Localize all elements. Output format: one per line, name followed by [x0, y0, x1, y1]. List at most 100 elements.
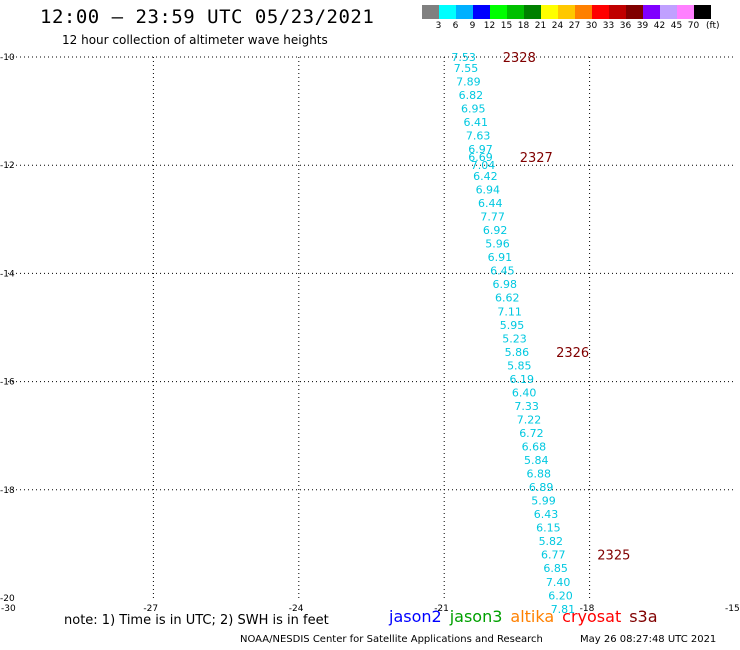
swh-value-label: 7.89 — [456, 75, 481, 88]
colorbar-tick-label: 3 — [435, 21, 442, 31]
colorbar-tick-label: 45 — [670, 21, 683, 31]
colorbar-tick-label: 12 — [483, 21, 496, 31]
time-label: 2326 — [556, 346, 589, 361]
swh-value-label: 6.68 — [522, 441, 547, 454]
y-tick-label: -20 — [0, 594, 15, 604]
swh-value-label: 7.55 — [454, 62, 479, 75]
swh-value-label: 6.98 — [493, 278, 518, 291]
swh-value-label: 6.44 — [478, 197, 503, 210]
colorbar — [422, 5, 711, 19]
swh-value-label: 6.97 — [468, 143, 493, 156]
satellite-legend: jason2 jason3 altika cryosat s3a — [389, 607, 666, 626]
swh-value-label: 6.45 — [490, 265, 515, 278]
note-text: note: 1) Time is in UTC; 2) SWH is in fe… — [64, 613, 329, 628]
colorbar-unit: (ft) — [706, 21, 720, 31]
chart-subtitle: 12 hour collection of altimeter wave hei… — [62, 33, 328, 47]
x-tick-label: -18 — [580, 604, 595, 614]
colorbar-swatch — [575, 5, 592, 19]
swh-value-label: 6.92 — [483, 224, 508, 237]
colorbar-tick-label: 42 — [653, 21, 666, 31]
swh-value-label: 6.94 — [476, 184, 501, 197]
colorbar-tick-label: 9 — [469, 21, 476, 31]
swh-value-label: 6.85 — [543, 562, 568, 575]
time-label: 2328 — [503, 51, 536, 66]
swh-value-label: 6.15 — [536, 522, 561, 535]
colorbar-swatch — [422, 5, 439, 19]
y-tick-label: -12 — [0, 161, 15, 171]
colorbar-swatch — [660, 5, 677, 19]
swh-value-label: 7.63 — [466, 129, 491, 142]
footer-timestamp: May 26 08:27:48 UTC 2021 — [580, 634, 717, 645]
x-tick-label: -21 — [434, 604, 449, 614]
swh-value-label: 5.84 — [524, 454, 549, 467]
colorbar-tick-label: 15 — [500, 21, 513, 31]
colorbar-tick-label: 6 — [452, 21, 459, 31]
colorbar-tick-label: 24 — [551, 21, 564, 31]
swh-value-label: 6.20 — [548, 589, 573, 602]
swh-value-label: 5.99 — [531, 495, 556, 508]
swh-value-label: 6.72 — [519, 427, 544, 440]
colorbar-swatch — [524, 5, 541, 19]
colorbar-swatch — [626, 5, 643, 19]
x-tick-label: -30 — [1, 604, 16, 614]
swh-value-label: 7.53 — [451, 51, 476, 64]
colorbar-labels: 3 6 9 12 15 18 21 24 27 30 33 36 39 42 45 70 — [422, 21, 702, 31]
time-label: 2327 — [520, 151, 553, 166]
swh-value-label: 7.77 — [480, 211, 505, 224]
colorbar-tick-label: 21 — [534, 21, 547, 31]
colorbar-tick-label: 18 — [517, 21, 530, 31]
swh-value-label: 5.95 — [500, 319, 525, 332]
legend-entry-jason2: jason2 — [389, 607, 442, 626]
colorbar-swatch — [456, 5, 473, 19]
colorbar-swatch — [473, 5, 490, 19]
colorbar-swatch — [541, 5, 558, 19]
time-label: 2325 — [597, 549, 630, 564]
swh-value-label: 6.95 — [461, 102, 486, 115]
colorbar-tick-label: 70 — [687, 21, 700, 31]
colorbar-tick-label: 30 — [585, 21, 598, 31]
swh-value-label: 7.22 — [517, 413, 542, 426]
y-tick-label: -10 — [0, 53, 15, 63]
x-tick-label: -15 — [725, 604, 740, 614]
colorbar-swatch — [439, 5, 456, 19]
swh-value-label: 6.91 — [488, 251, 513, 264]
y-tick-label: -18 — [0, 486, 15, 496]
y-tick-label: -14 — [0, 269, 15, 279]
swh-value-label: 7.04 — [471, 159, 496, 172]
swh-value-label: 6.82 — [459, 89, 484, 102]
legend-entry-jason3: jason3 — [449, 607, 503, 626]
chart-title: 12:00 — 23:59 UTC 05/23/2021 — [40, 6, 375, 28]
swh-value-label: 6.43 — [534, 508, 559, 521]
swh-value-label: 6.62 — [495, 292, 520, 305]
legend-entry-cryosat: cryosat — [562, 607, 622, 626]
colorbar-swatch — [490, 5, 507, 19]
swh-value-label: 5.82 — [539, 535, 564, 548]
colorbar-swatch — [694, 5, 711, 19]
footer-credit: NOAA/NESDIS Center for Satellite Applica… — [240, 634, 543, 645]
colorbar-tick-label: 39 — [636, 21, 649, 31]
swh-value-label: 6.42 — [473, 170, 498, 183]
swh-value-label: 6.41 — [463, 116, 488, 129]
legend-entry-s3a: s3a — [629, 607, 658, 626]
x-tick-label: -24 — [289, 604, 304, 614]
swh-value-label: 7.40 — [546, 576, 571, 589]
swh-value-label: 6.19 — [509, 373, 534, 386]
colorbar-swatch — [609, 5, 626, 19]
y-tick-label: -16 — [0, 378, 15, 388]
colorbar-swatch — [507, 5, 524, 19]
colorbar-swatch — [558, 5, 575, 19]
swh-value-label: 7.11 — [497, 305, 522, 318]
colorbar-tick-label: 27 — [568, 21, 581, 31]
swh-value-label: 7.33 — [514, 400, 539, 413]
swh-value-label: 5.96 — [485, 238, 510, 251]
swh-value-label: 6.89 — [529, 481, 554, 494]
swh-value-label: 5.85 — [507, 359, 532, 372]
colorbar-swatch — [643, 5, 660, 19]
legend-entry-altika: altika — [510, 607, 555, 626]
colorbar-swatch — [677, 5, 694, 19]
colorbar-tick-label: 33 — [602, 21, 615, 31]
x-tick-label: -27 — [143, 604, 158, 614]
swh-value-label: 6.69 — [468, 151, 493, 164]
colorbar-swatch — [592, 5, 609, 19]
